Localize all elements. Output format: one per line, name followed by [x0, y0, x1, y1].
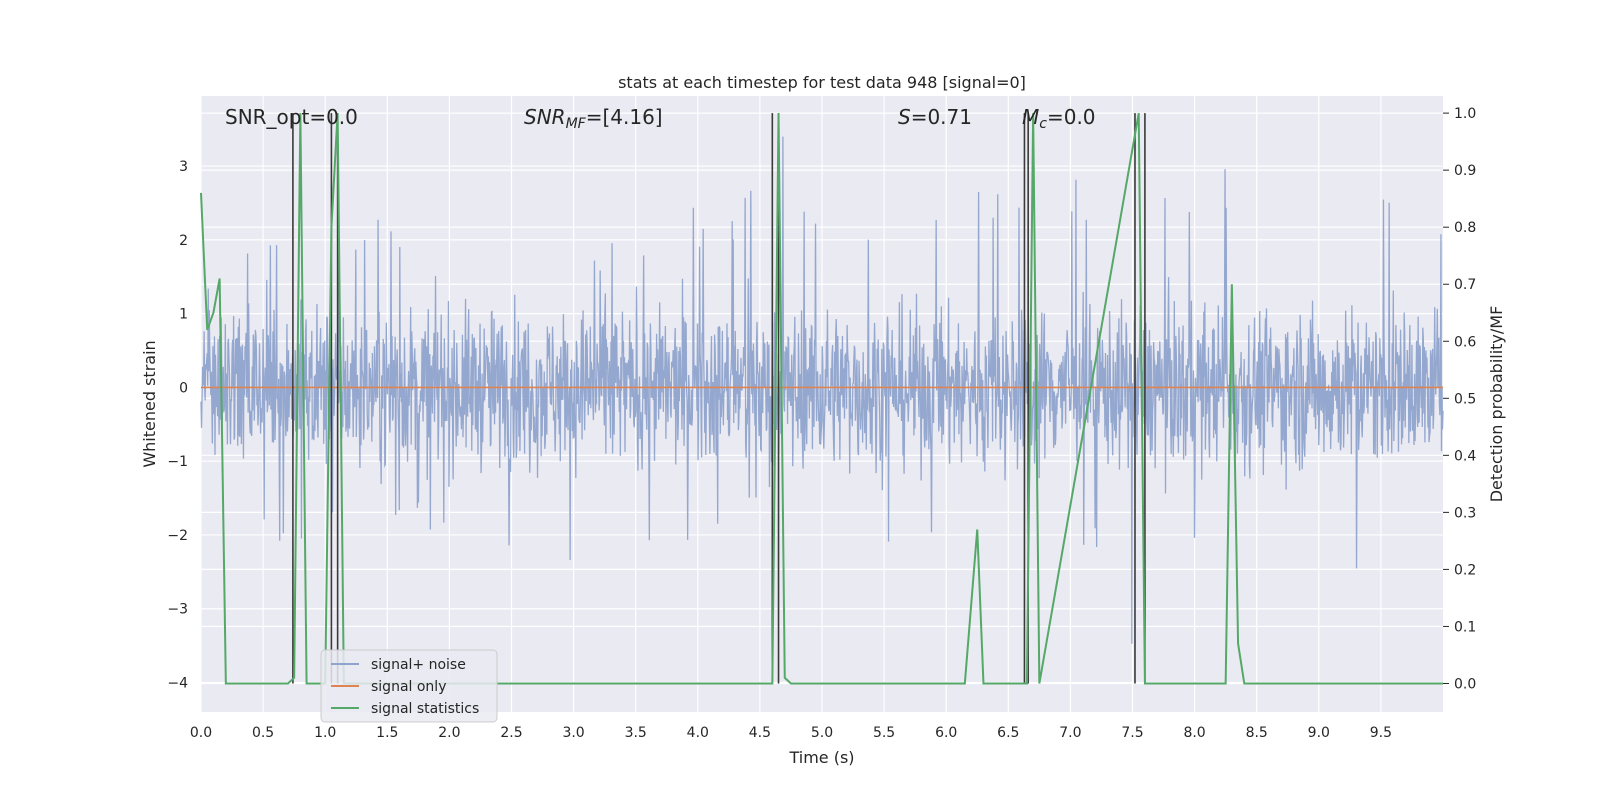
signal-statistics-line — [200, 112, 1443, 685]
right-y-tick-label: 0.9 — [1454, 163, 1476, 179]
x-tick-label: 0.0 — [190, 725, 212, 741]
x-tick-label: 0.5 — [252, 725, 274, 741]
right-y-tick-labels: 1.0 0.9 0.8 0.7 0.6 0.5 0.4 0.3 0.2 0.1 0.0 — [1443, 106, 1476, 692]
right-y-tick-label: 0.1 — [1454, 619, 1476, 635]
x-tick-label: 7.0 — [1059, 725, 1081, 741]
x-tick-label: 9.5 — [1370, 725, 1392, 741]
right-y-axis-label: Detection probability/MF — [1487, 306, 1506, 503]
right-y-tick-label: 0.2 — [1454, 562, 1476, 578]
x-tick-label: 5.5 — [873, 725, 895, 741]
x-tick-label: 4.0 — [687, 725, 709, 741]
x-tick-label: 6.0 — [935, 725, 957, 741]
right-y-tick-label: 0.6 — [1454, 334, 1476, 350]
legend-label-signal-only: signal only — [371, 679, 446, 695]
left-y-tick-label: 0 — [179, 380, 188, 396]
left-y-tick-label: 2 — [179, 233, 188, 249]
chart-title: stats at each timestep for test data 948… — [618, 73, 1026, 92]
x-tick-label: 5.0 — [811, 725, 833, 741]
x-tick-label: 8.5 — [1246, 725, 1268, 741]
x-tick-label: 8.0 — [1183, 725, 1205, 741]
right-y-tick-label: 0.5 — [1454, 391, 1476, 407]
x-tick-label: 6.5 — [997, 725, 1019, 741]
annotation-snr-opt: SNR_opt=0.0 — [225, 105, 358, 129]
legend: signal+ noise signal only signal statist… — [320, 649, 498, 723]
x-tick-label: 2.0 — [438, 725, 460, 741]
right-y-tick-label: 1.0 — [1454, 106, 1476, 122]
x-tick-label: 7.5 — [1121, 725, 1143, 741]
x-tick-label: 3.0 — [562, 725, 584, 741]
left-y-axis-label: Whitened strain — [140, 340, 159, 467]
legend-label-signal-noise: signal+ noise — [371, 657, 466, 673]
x-tick-label: 4.5 — [749, 725, 771, 741]
signal-noise-line — [200, 136, 1444, 644]
right-y-tick-label: 0.0 — [1454, 676, 1476, 692]
x-tick-label: 9.0 — [1308, 725, 1330, 741]
x-tick-label: 2.5 — [500, 725, 522, 741]
annotation-snr-mf: SNRMF=[4.16] — [524, 105, 663, 132]
left-y-tick-label: −3 — [167, 602, 188, 618]
annotation-s: S=0.71 — [898, 105, 972, 129]
series-signal-noise — [200, 136, 1444, 644]
right-y-tick-label: 0.4 — [1454, 448, 1476, 464]
legend-label-signal-statistics: signal statistics — [371, 701, 479, 717]
legend-box — [320, 649, 498, 723]
right-y-tick-label: 0.7 — [1454, 277, 1476, 293]
vertical-markers — [292, 113, 1146, 684]
left-y-tick-label: 3 — [179, 159, 188, 175]
x-tick-label: 1.5 — [376, 725, 398, 741]
x-tick-label: 3.5 — [625, 725, 647, 741]
x-tick-label: 1.0 — [314, 725, 336, 741]
left-y-tick-label: −4 — [167, 675, 188, 691]
x-tick-labels: 0.0 0.5 1.0 1.5 2.0 2.5 3.0 3.5 4.0 4.5 5.0 5.5 6.0 6… — [190, 725, 1392, 741]
x-axis-label: Time (s) — [788, 748, 854, 767]
series-signal-statistics — [200, 112, 1443, 685]
left-y-tick-labels: 3 2 1 0 −1 −2 −3 −4 — [167, 159, 188, 691]
annotation-mc: Mc=0.0 — [1022, 105, 1096, 132]
left-y-tick-label: −1 — [167, 454, 188, 470]
right-y-tick-label: 0.8 — [1454, 220, 1476, 236]
left-y-tick-label: 1 — [179, 307, 188, 323]
right-y-tick-label: 0.3 — [1454, 505, 1476, 521]
left-y-tick-label: −2 — [167, 528, 188, 544]
